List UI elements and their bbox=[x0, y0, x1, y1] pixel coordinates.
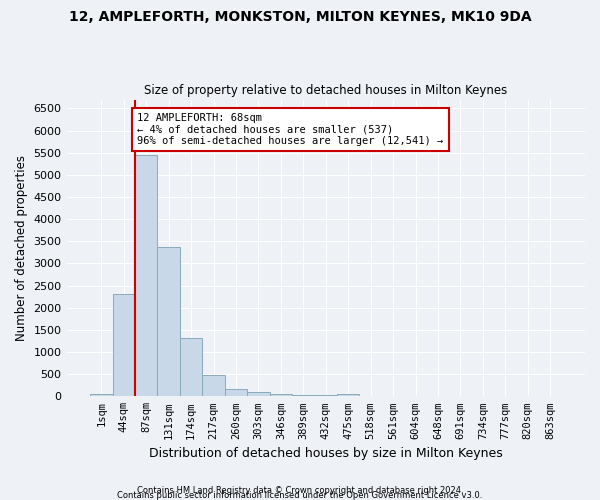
Bar bbox=[157, 246, 180, 396]
Bar bbox=[90, 394, 113, 396]
Bar bbox=[292, 395, 314, 396]
Bar bbox=[314, 395, 337, 396]
Bar bbox=[202, 375, 225, 396]
Bar bbox=[135, 155, 157, 396]
Bar bbox=[180, 338, 202, 396]
Text: Contains HM Land Registry data © Crown copyright and database right 2024.: Contains HM Land Registry data © Crown c… bbox=[137, 486, 463, 495]
Y-axis label: Number of detached properties: Number of detached properties bbox=[15, 155, 28, 341]
Title: Size of property relative to detached houses in Milton Keynes: Size of property relative to detached ho… bbox=[144, 84, 508, 97]
Bar bbox=[225, 389, 247, 396]
Bar bbox=[269, 394, 292, 396]
Text: Contains public sector information licensed under the Open Government Licence v3: Contains public sector information licen… bbox=[118, 491, 482, 500]
Text: 12 AMPLEFORTH: 68sqm
← 4% of detached houses are smaller (537)
96% of semi-detac: 12 AMPLEFORTH: 68sqm ← 4% of detached ho… bbox=[137, 113, 443, 146]
Bar bbox=[113, 294, 135, 396]
X-axis label: Distribution of detached houses by size in Milton Keynes: Distribution of detached houses by size … bbox=[149, 447, 503, 460]
Bar bbox=[337, 394, 359, 396]
Text: 12, AMPLEFORTH, MONKSTON, MILTON KEYNES, MK10 9DA: 12, AMPLEFORTH, MONKSTON, MILTON KEYNES,… bbox=[68, 10, 532, 24]
Bar bbox=[247, 392, 269, 396]
